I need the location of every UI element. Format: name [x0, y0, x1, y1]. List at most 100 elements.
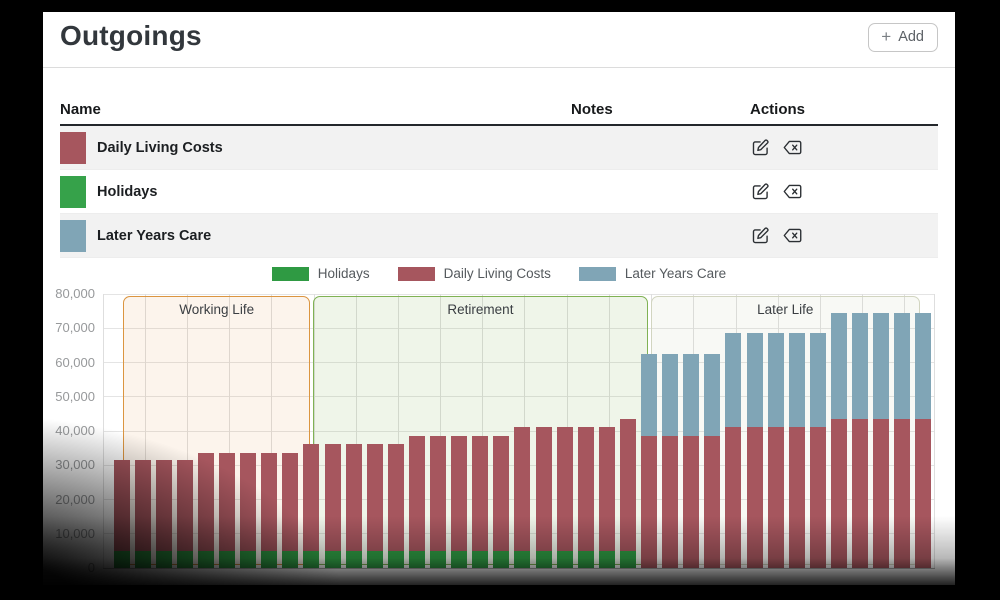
bar-segment-daily-living-costs [345, 444, 362, 552]
category-color-swatch [60, 219, 86, 252]
table-row: Holidays [60, 170, 938, 214]
bar-segment-daily-living-costs [324, 444, 341, 552]
legend-item-daily-living-costs[interactable]: Daily Living Costs [397, 266, 551, 281]
y-axis-label: 30,000 [55, 457, 95, 473]
y-axis-label: 0 [87, 560, 95, 575]
bar-segment-holidays [366, 551, 383, 568]
bar-segment-daily-living-costs [662, 436, 679, 568]
add-button-label: Add [898, 29, 924, 45]
bar-segment-holidays [387, 551, 404, 568]
y-axis-label: 20,000 [55, 491, 95, 507]
bar-segment-holidays [113, 551, 130, 568]
column-header-name: Name [60, 101, 101, 118]
bar-segment-holidays [535, 551, 552, 568]
bar-segment-daily-living-costs [240, 452, 257, 552]
bar-segment-later-years-care [767, 333, 784, 428]
bar-segment-later-years-care [662, 354, 679, 437]
bar-segment-holidays [619, 551, 636, 568]
category-color-swatch [60, 175, 86, 208]
bar-segment-daily-living-costs [830, 419, 847, 568]
bar-segment-later-years-care [704, 354, 721, 437]
bar-segment-holidays [493, 551, 510, 568]
bar-segment-daily-living-costs [387, 444, 404, 552]
bar-segment-holidays [303, 551, 320, 568]
bar-segment-daily-living-costs [725, 427, 742, 568]
bar-segment-holidays [472, 551, 489, 568]
bar-segment-holidays [514, 551, 531, 568]
bar-segment-daily-living-costs [535, 427, 552, 552]
actions-cell [750, 138, 938, 158]
bar-segment-holidays [408, 551, 425, 568]
category-name: Holidays [97, 183, 158, 200]
legend-swatch [578, 266, 616, 281]
bar-segment-holidays [598, 551, 615, 568]
bar-segment-holidays [430, 551, 446, 568]
bar-segment-daily-living-costs [514, 427, 531, 552]
legend-label: Later Years Care [624, 266, 727, 281]
bar-segment-daily-living-costs [894, 419, 911, 568]
bar-segment-holidays [345, 551, 362, 568]
delete-button[interactable] [782, 226, 802, 246]
y-axis-label: 50,000 [55, 388, 95, 404]
bar-segment-later-years-care [830, 313, 847, 420]
category-color-swatch [60, 131, 86, 164]
edit-button[interactable] [750, 138, 770, 158]
bar-segment-later-years-care [852, 313, 868, 420]
bar-segment-holidays [261, 551, 278, 568]
bar-segment-holidays [197, 551, 214, 568]
edit-button[interactable] [750, 182, 770, 202]
plus-icon: + [881, 27, 892, 46]
bar-segment-daily-living-costs [598, 427, 615, 552]
bar-segment-daily-living-costs [366, 444, 383, 552]
phase-label-later-life: Later Life [757, 302, 814, 317]
edit-icon [752, 183, 769, 200]
bar-segment-daily-living-costs [683, 436, 700, 568]
bar-segment-daily-living-costs [873, 419, 890, 568]
bar-segment-daily-living-costs [809, 427, 826, 568]
category-name: Daily Living Costs [97, 139, 223, 156]
delete-button[interactable] [782, 182, 802, 202]
bar-segment-later-years-care [788, 333, 805, 428]
y-axis-label: 60,000 [55, 354, 95, 370]
actions-cell [750, 182, 938, 202]
legend-swatch [271, 266, 309, 281]
bar-segment-holidays [155, 551, 172, 568]
bar-segment-daily-living-costs [619, 419, 636, 552]
edit-button[interactable] [750, 226, 770, 246]
bar-segment-holidays [577, 551, 594, 568]
edit-icon [752, 227, 769, 244]
backspace-delete-icon [783, 184, 802, 199]
bar-segment-later-years-care [873, 313, 890, 420]
bar-segment-daily-living-costs [641, 436, 657, 568]
table-row: Daily Living Costs [60, 126, 938, 170]
name-cell: Holidays [60, 175, 571, 208]
bar-segment-daily-living-costs [852, 419, 868, 568]
bar-segment-daily-living-costs [408, 435, 425, 552]
name-cell: Daily Living Costs [60, 131, 571, 164]
bar-segment-daily-living-costs [472, 435, 489, 552]
delete-button[interactable] [782, 138, 802, 158]
edit-icon [752, 139, 769, 156]
y-axis-label: 80,000 [55, 286, 95, 301]
bar-segment-holidays [451, 551, 468, 568]
bar-segment-later-years-care [683, 354, 700, 437]
bar-segment-daily-living-costs [767, 427, 784, 568]
legend-item-later-years-care[interactable]: Later Years Care [578, 266, 727, 281]
bar-segment-daily-living-costs [197, 452, 214, 552]
bar-segment-daily-living-costs [915, 419, 932, 568]
phase-label-working-life: Working Life [179, 302, 255, 317]
bar-segment-holidays [134, 551, 151, 568]
bar-segment-daily-living-costs [451, 435, 468, 552]
bar-segment-daily-living-costs [493, 435, 510, 552]
add-button[interactable]: + Add [868, 23, 938, 52]
bar-segment-later-years-care [746, 333, 763, 428]
bar-segment-daily-living-costs [155, 460, 172, 552]
table-header-row: Name Notes Actions [60, 92, 938, 126]
column-header-actions: Actions [750, 101, 806, 118]
legend-item-holidays[interactable]: Holidays [271, 266, 370, 281]
bar-segment-daily-living-costs [282, 452, 299, 552]
chart-legend: Holidays Daily Living Costs Later Years … [43, 266, 955, 281]
bar-segment-later-years-care [641, 354, 657, 437]
bar-segment-later-years-care [915, 313, 932, 420]
